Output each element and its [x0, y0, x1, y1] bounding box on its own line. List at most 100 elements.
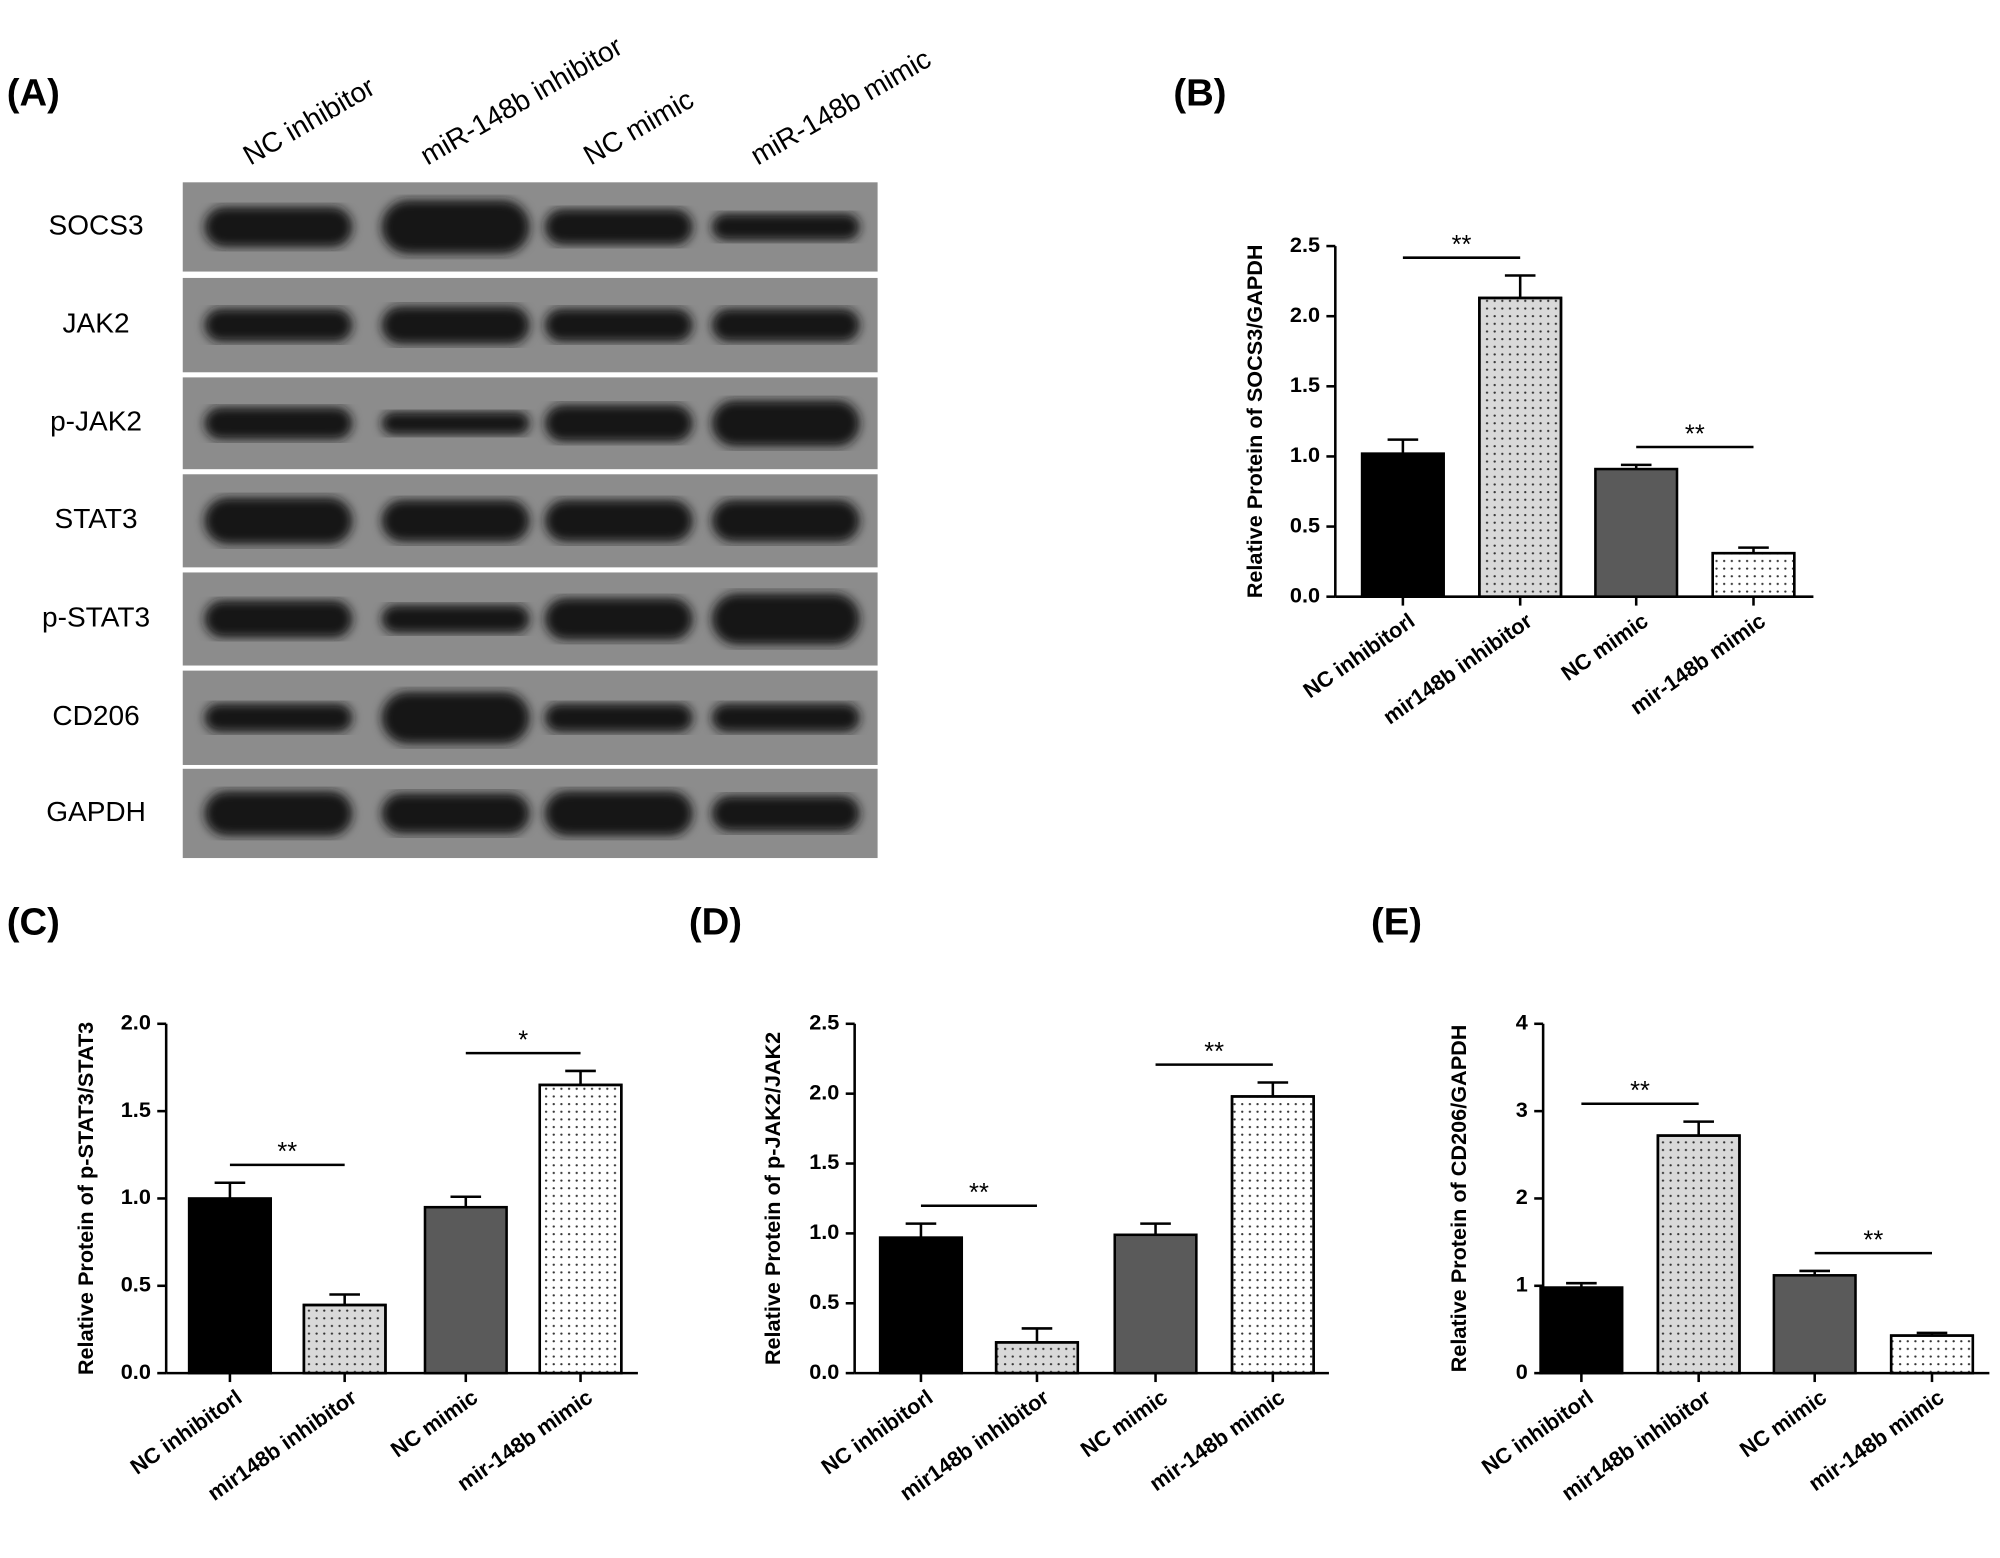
band: [711, 308, 860, 342]
bar-pattern: [302, 1303, 387, 1375]
y-tick-label: 0.0: [809, 1359, 839, 1384]
panel-label: (D): [689, 900, 742, 943]
x-tick-label: NC inhibitorl: [1298, 608, 1419, 703]
x-tick-label: NC mimic: [1556, 608, 1652, 686]
band: [711, 213, 860, 241]
bar: [1539, 1286, 1624, 1375]
y-tick-label: 2.0: [121, 1010, 151, 1035]
y-axis-label: Relative Protein of p-JAK2/JAK2: [760, 1032, 785, 1365]
band: [544, 308, 693, 342]
band: [544, 499, 693, 542]
bar: [878, 1236, 964, 1375]
band: [381, 499, 530, 542]
significance-mark: **: [969, 1179, 989, 1207]
panel-label: (C): [7, 900, 60, 943]
band: [381, 200, 530, 254]
y-axis-label: Relative Protein of p-STAT3/STAT3: [73, 1022, 98, 1375]
y-tick-label: 0.5: [121, 1272, 151, 1297]
x-tick-label: NC mimic: [1735, 1384, 1831, 1462]
bar: [1594, 467, 1679, 598]
band: [381, 605, 530, 633]
protein-label: p-STAT3: [42, 601, 150, 632]
y-tick-label: 1.5: [809, 1149, 839, 1174]
bar-pattern: [1656, 1134, 1741, 1375]
x-tick-label: NC inhibitorl: [1477, 1384, 1598, 1479]
x-tick-label: NC mimic: [386, 1384, 482, 1462]
band: [204, 600, 353, 638]
band: [204, 308, 353, 342]
bar-pattern: [538, 1083, 623, 1375]
y-tick-label: 2.0: [1290, 302, 1320, 327]
significance-mark: **: [1863, 1226, 1883, 1254]
panel-label: (E): [1371, 900, 1422, 943]
band: [711, 703, 860, 732]
lane-label: miR-148b mimic: [745, 43, 936, 171]
y-tick-label: 2.5: [809, 1010, 839, 1035]
band: [381, 411, 530, 435]
x-tick-label: NC mimic: [1076, 1384, 1172, 1462]
lane-label: NC inhibitor: [238, 71, 380, 171]
band: [381, 306, 530, 344]
bar: [1772, 1274, 1857, 1375]
y-tick-label: 1.0: [809, 1219, 839, 1244]
band: [204, 497, 353, 545]
bar-pattern: [1230, 1095, 1315, 1375]
y-tick-label: 4: [1516, 1010, 1528, 1035]
bar: [1113, 1233, 1198, 1375]
significance-mark: **: [277, 1138, 297, 1166]
y-tick-label: 0.5: [1290, 512, 1320, 537]
significance-mark: *: [518, 1026, 528, 1054]
y-tick-label: 3: [1516, 1097, 1528, 1122]
band: [544, 598, 693, 640]
band: [711, 400, 860, 447]
y-tick-label: 1.0: [1290, 442, 1320, 467]
panel-label: (A): [7, 72, 60, 115]
band: [544, 703, 693, 732]
significance-mark: **: [1204, 1038, 1224, 1066]
bar: [187, 1197, 272, 1375]
protein-label: STAT3: [55, 503, 138, 534]
protein-label: JAK2: [63, 308, 130, 339]
panel-label: (B): [1173, 72, 1226, 115]
significance-mark: **: [1452, 231, 1472, 259]
band: [544, 791, 693, 836]
y-tick-label: 1.0: [121, 1184, 151, 1209]
y-tick-label: 0: [1516, 1359, 1528, 1384]
band: [711, 795, 860, 832]
band: [544, 404, 693, 442]
band: [711, 593, 860, 645]
protein-label: GAPDH: [46, 796, 146, 827]
y-tick-label: 1: [1516, 1272, 1528, 1297]
band: [544, 209, 693, 245]
y-axis-label: Relative Protein of CD206/GAPDH: [1446, 1025, 1471, 1373]
y-tick-label: 0.0: [1290, 582, 1320, 607]
significance-mark: **: [1630, 1077, 1650, 1105]
bar: [1360, 452, 1445, 598]
bar-pattern: [994, 1341, 1080, 1375]
band: [381, 793, 530, 834]
bar-pattern: [1711, 551, 1796, 598]
protein-label: CD206: [52, 700, 139, 731]
significance-mark: **: [1685, 420, 1705, 448]
band: [204, 703, 353, 732]
y-tick-label: 1.5: [1290, 372, 1320, 397]
band: [204, 791, 353, 836]
y-tick-label: 2.0: [809, 1079, 839, 1104]
bar: [423, 1205, 508, 1375]
band: [711, 499, 860, 542]
y-tick-label: 2.5: [1290, 232, 1320, 257]
band: [204, 407, 353, 440]
x-tick-label: NC inhibitorl: [126, 1384, 247, 1479]
y-axis-label: Relative Protein of SOCS3/GAPDH: [1242, 244, 1267, 598]
bar-pattern: [1478, 296, 1563, 598]
protein-label: p-JAK2: [50, 406, 142, 437]
band: [204, 206, 353, 248]
bar-pattern: [1889, 1334, 1975, 1375]
lane-label: NC mimic: [578, 83, 699, 171]
band: [381, 691, 530, 744]
y-tick-label: 2: [1516, 1184, 1528, 1209]
y-tick-label: 1.5: [121, 1097, 151, 1122]
y-tick-label: 0.0: [121, 1359, 151, 1384]
protein-label: SOCS3: [49, 209, 144, 240]
